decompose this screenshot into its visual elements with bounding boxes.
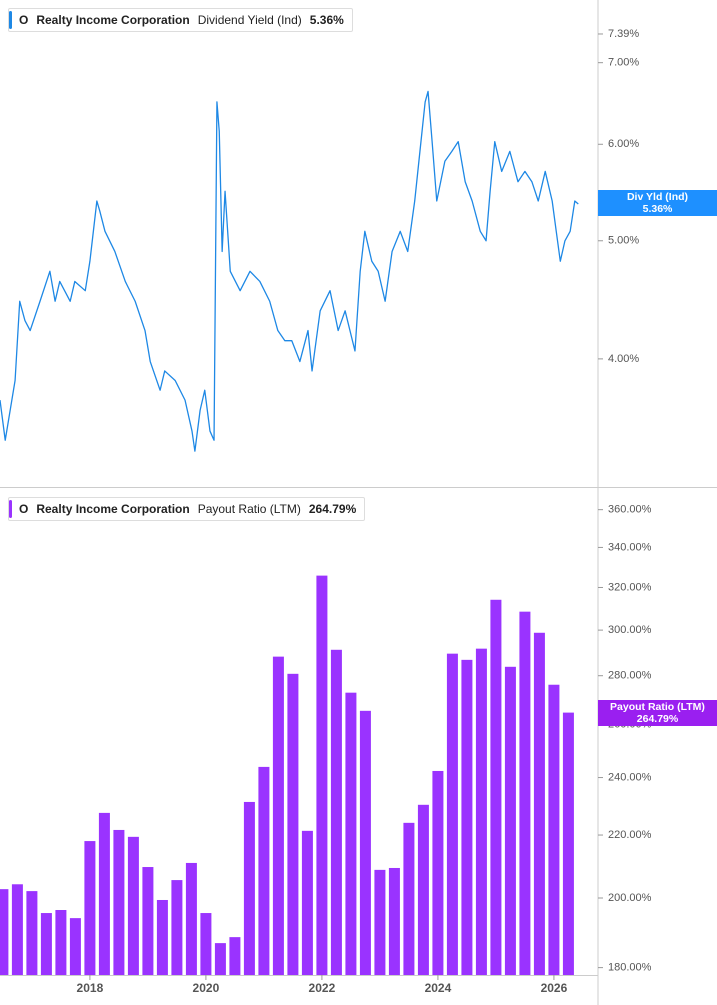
bar	[533, 632, 545, 975]
bar	[69, 918, 81, 975]
y-tick-label: 180.00%	[608, 962, 652, 974]
ticker: O	[19, 502, 29, 516]
y-tick-label: 5.00%	[608, 235, 639, 247]
x-tick-label: 2018	[77, 981, 104, 995]
y-tick-label: 300.00%	[608, 624, 652, 636]
bar	[171, 880, 183, 975]
bar	[475, 648, 487, 975]
metric: Dividend Yield (Ind)	[197, 13, 302, 27]
x-tick-label: 2020	[193, 981, 220, 995]
badge-label: Payout Ratio (LTM)	[610, 701, 705, 713]
x-tick-label: 2024	[425, 981, 452, 995]
badge-label: Div Yld (Ind)	[626, 191, 689, 203]
bar	[316, 575, 328, 975]
y-tick-label: 4.00%	[608, 353, 639, 365]
y-tick-label: 6.00%	[608, 138, 639, 150]
y-tick-label: 7.39%	[608, 28, 639, 40]
bar	[84, 841, 96, 975]
bar	[417, 804, 429, 975]
bar	[200, 913, 212, 975]
bar	[40, 913, 52, 975]
bar	[446, 653, 458, 975]
legend-value: 5.36%	[309, 13, 344, 27]
bar	[519, 611, 531, 975]
bar	[301, 830, 313, 975]
bar	[98, 812, 110, 975]
badge-value: 5.36%	[642, 203, 673, 215]
bar	[490, 599, 502, 975]
y-tick-label: 360.00%	[608, 504, 652, 516]
bar	[374, 869, 386, 975]
data-line	[0, 90, 579, 452]
bar	[229, 937, 241, 975]
y-tick-label: 240.00%	[608, 771, 652, 783]
bar	[156, 899, 168, 975]
bar	[359, 710, 371, 975]
price-badge: Div Yld (Ind) 5.36%	[598, 190, 717, 216]
bar	[127, 836, 139, 975]
bar	[11, 884, 23, 975]
company: Realty Income Corporation	[36, 13, 190, 27]
legend: O Realty Income Corporation Dividend Yie…	[8, 8, 353, 32]
bar	[504, 666, 516, 975]
price-badge: Payout Ratio (LTM) 264.79%	[598, 700, 717, 726]
bar	[330, 649, 342, 975]
y-tick-label: 7.00%	[608, 57, 639, 69]
ticker: O	[19, 13, 29, 27]
y-tick-label: 280.00%	[608, 670, 652, 682]
bar	[142, 867, 154, 975]
bar	[562, 712, 574, 975]
bar	[243, 801, 255, 975]
bar	[403, 822, 415, 975]
bar	[258, 766, 270, 975]
y-tick-label: 340.00%	[608, 541, 652, 553]
x-tick-label: 2026	[541, 981, 568, 995]
bar	[0, 889, 9, 975]
badge-value: 264.79%	[636, 713, 679, 725]
bar	[388, 867, 400, 975]
legend-value: 264.79%	[308, 502, 357, 516]
bar	[287, 673, 299, 975]
y-tick-label: 200.00%	[608, 892, 652, 904]
y-tick-label: 320.00%	[608, 581, 652, 593]
bar	[185, 862, 197, 975]
legend: O Realty Income Corporation Payout Ratio…	[8, 497, 366, 521]
bar	[461, 659, 473, 975]
metric: Payout Ratio (LTM)	[197, 502, 301, 516]
bar	[26, 891, 38, 975]
bar	[55, 910, 67, 975]
bar	[113, 829, 125, 975]
bar	[548, 684, 560, 975]
bar	[345, 692, 357, 975]
bar	[214, 943, 226, 975]
bar	[272, 656, 284, 975]
y-tick-label: 220.00%	[608, 829, 652, 841]
company: Realty Income Corporation	[36, 502, 190, 516]
x-tick-label: 2022	[309, 981, 336, 995]
bar	[432, 770, 444, 975]
